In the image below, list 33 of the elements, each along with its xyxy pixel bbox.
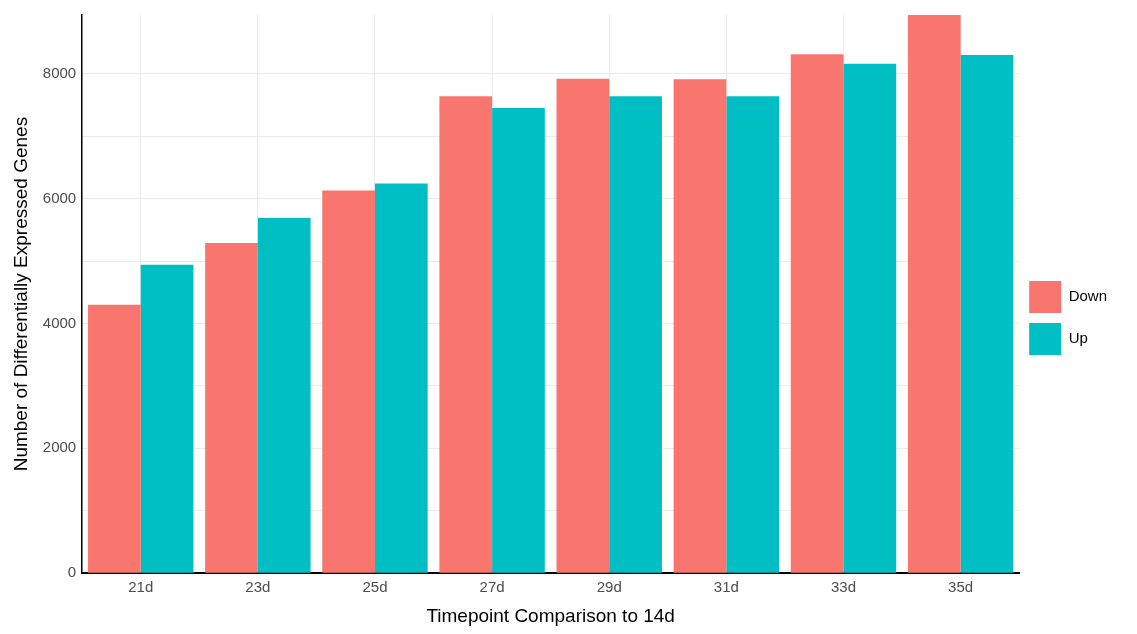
x-tick-label: 35d: [948, 578, 974, 596]
x-tick-label: 31d: [713, 578, 739, 596]
y-tick-label: 4000: [42, 313, 77, 331]
bar: [205, 242, 258, 573]
bar: [673, 79, 727, 573]
bar: [322, 190, 375, 573]
bar: [88, 304, 141, 573]
bar: [609, 96, 662, 573]
x-tick-label: 29d: [596, 578, 622, 596]
bar: [726, 96, 780, 573]
bar: [492, 108, 545, 573]
bar: [843, 63, 897, 573]
bar: [790, 54, 844, 573]
bar: [257, 217, 311, 573]
x-tick-label: 27d: [479, 578, 505, 596]
x-tick-label: 25d: [362, 578, 388, 596]
bar: [439, 96, 493, 573]
x-axis-title: Timepoint Comparison to 14d: [426, 604, 675, 626]
y-axis-title: Number of Differentially Expressed Genes: [9, 116, 31, 472]
x-tick-label: 23d: [245, 578, 271, 596]
legend-label: Down: [1068, 287, 1108, 305]
bar: [374, 183, 428, 573]
y-tick-label: 8000: [42, 63, 77, 81]
y-tick-label: 0: [67, 563, 77, 581]
y-tick-label: 6000: [42, 188, 77, 206]
x-tick-label: 21d: [128, 578, 154, 596]
bar: [556, 78, 610, 573]
legend-label: Up: [1068, 329, 1088, 347]
bar: [140, 264, 194, 573]
x-tick-label: 33d: [830, 578, 856, 596]
bar: [907, 15, 961, 573]
bar: [960, 54, 1014, 573]
y-tick-label: 2000: [42, 438, 77, 456]
